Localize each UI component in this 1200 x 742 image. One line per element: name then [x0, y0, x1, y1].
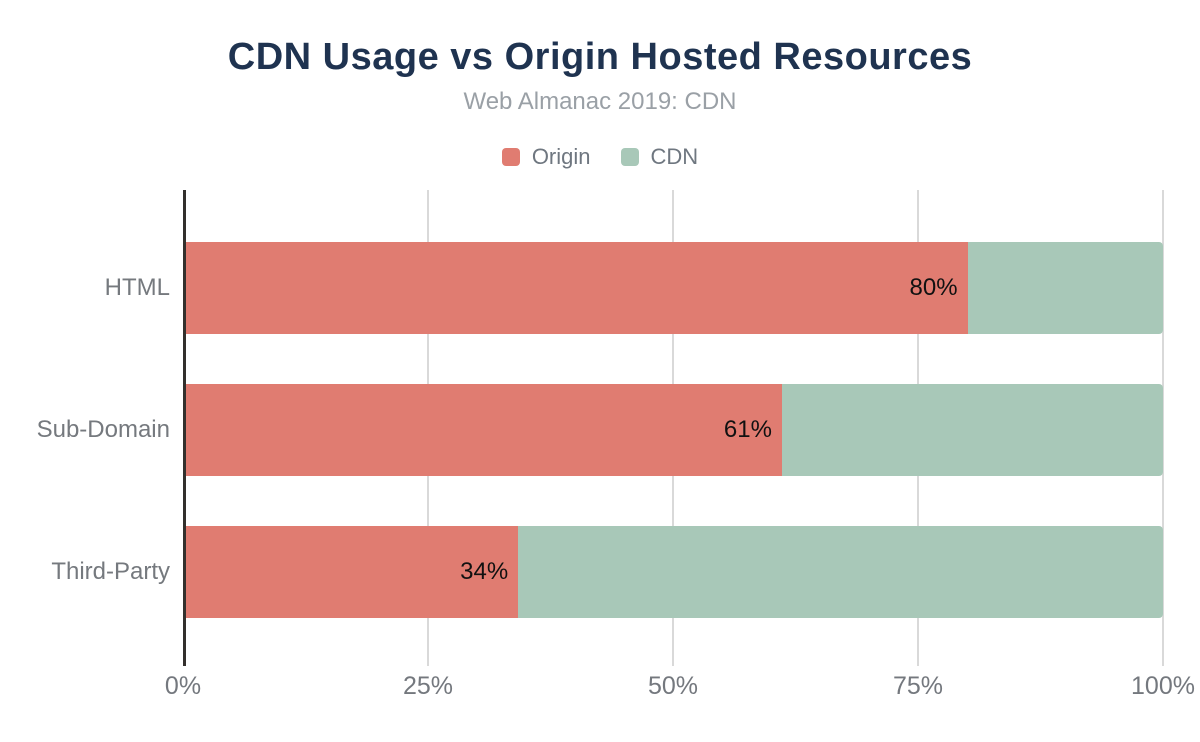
x-tick-label: 0%	[164, 672, 202, 700]
bar-row-third-party: 34%	[186, 526, 1163, 618]
legend-label: Origin	[531, 144, 591, 169]
category-label: Sub-Domain	[36, 416, 170, 443]
x-tick-label: 100%	[1131, 672, 1195, 700]
category-label: HTML	[104, 274, 170, 301]
gridline-100	[1162, 190, 1164, 666]
data-label: 34%	[460, 558, 509, 585]
bar-row-html: 80%	[186, 242, 1163, 334]
bar-segment-cdn[interactable]	[518, 526, 1163, 618]
y-axis-line	[183, 190, 186, 666]
bar-segment-origin[interactable]: 80%	[186, 242, 968, 334]
data-label: 80%	[909, 274, 958, 301]
bar-segment-origin[interactable]: 61%	[186, 384, 782, 476]
bar-segment-cdn[interactable]	[781, 384, 1163, 476]
plot-area: 80% 61% 34%	[183, 190, 1164, 666]
legend: Origin CDN	[0, 144, 1200, 170]
legend-swatch-icon	[501, 148, 520, 166]
x-tick-label: 50%	[647, 672, 699, 700]
legend-swatch-icon	[620, 148, 639, 166]
category-label: Third-Party	[51, 558, 170, 585]
bars: 80% 61% 34%	[186, 242, 1163, 618]
chart-title: CDN Usage vs Origin Hosted Resources	[227, 36, 973, 78]
legend-label: CDN	[650, 144, 699, 169]
bar-row-sub-domain: 61%	[186, 384, 1163, 476]
y-axis-labels: HTML Sub-Domain Third-Party	[0, 190, 170, 666]
x-axis-tick-labels: 0% 25% 50% 75% 100%	[165, 672, 1195, 702]
chart-subtitle: Web Almanac 2019: CDN	[463, 88, 737, 115]
bar-segment-origin[interactable]: 34%	[186, 526, 519, 618]
x-tick-label: 75%	[892, 672, 944, 700]
data-label: 61%	[723, 416, 772, 443]
bar-segment-cdn[interactable]	[967, 242, 1163, 334]
legend-item-origin[interactable]: Origin	[501, 144, 591, 170]
x-tick-label: 25%	[402, 672, 454, 700]
legend-item-cdn[interactable]: CDN	[620, 144, 699, 170]
